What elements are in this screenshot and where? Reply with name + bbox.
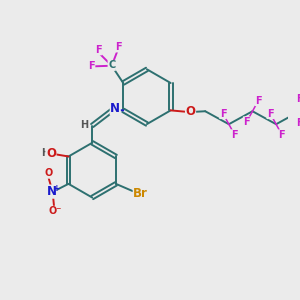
- Text: Br: Br: [133, 187, 148, 200]
- Text: H: H: [41, 148, 49, 158]
- Text: H: H: [80, 120, 88, 130]
- Text: F: F: [231, 130, 238, 140]
- Text: F: F: [115, 42, 122, 52]
- Text: F: F: [220, 109, 226, 118]
- Text: F: F: [267, 109, 274, 118]
- Text: O: O: [46, 147, 56, 160]
- Text: F: F: [243, 117, 250, 127]
- Text: F: F: [296, 118, 300, 128]
- Text: N: N: [110, 102, 120, 115]
- Text: C: C: [108, 60, 115, 70]
- Text: O: O: [44, 168, 52, 178]
- Text: F: F: [296, 94, 300, 104]
- Text: N: N: [46, 185, 56, 198]
- Text: +: +: [52, 184, 60, 193]
- Text: O⁻: O⁻: [49, 206, 62, 216]
- Text: F: F: [88, 61, 95, 71]
- Text: F: F: [255, 96, 262, 106]
- Text: F: F: [95, 45, 101, 55]
- Text: O: O: [185, 105, 196, 118]
- Text: F: F: [279, 130, 285, 140]
